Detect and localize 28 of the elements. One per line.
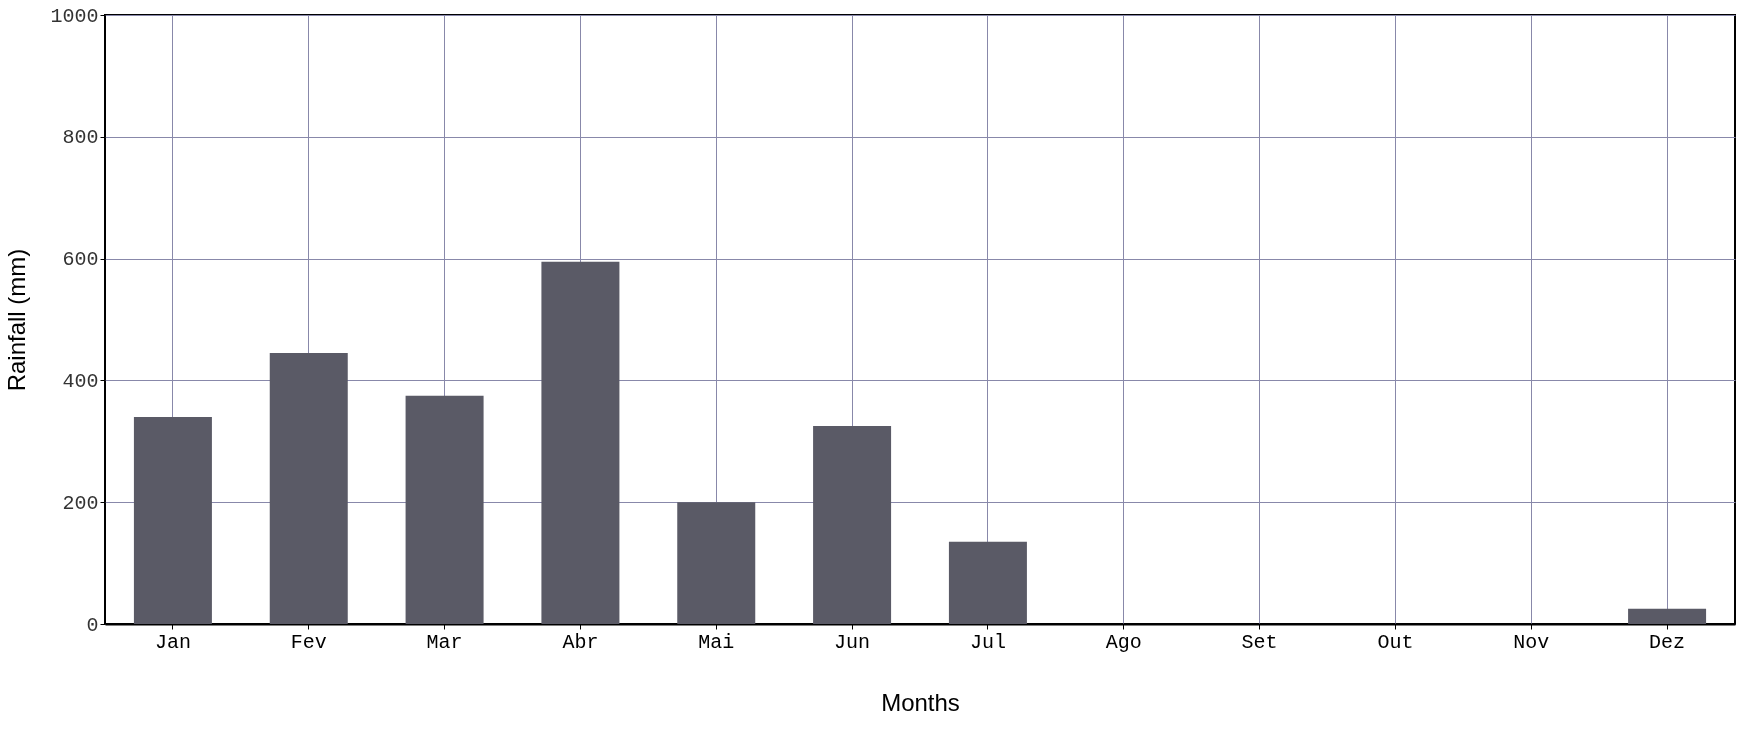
- x-tick-label: Dez: [1649, 630, 1686, 654]
- y-tick-label: 800: [62, 126, 99, 150]
- x-tick-label: Ago: [1105, 630, 1142, 654]
- x-tick-label: Jun: [834, 630, 871, 654]
- bar: [269, 352, 348, 624]
- y-tick-label: 200: [62, 491, 99, 515]
- x-tick-label: Set: [1241, 630, 1278, 654]
- x-tick-label: Mar: [426, 630, 463, 654]
- bar: [133, 416, 212, 624]
- bar: [405, 395, 484, 624]
- bar: [677, 502, 756, 624]
- x-tick-label: Nov: [1513, 630, 1550, 654]
- bar: [948, 541, 1027, 624]
- x-tick-label: Out: [1377, 630, 1414, 654]
- x-tick-label: Fev: [290, 630, 327, 654]
- bar: [541, 261, 620, 624]
- y-tick-label: 600: [62, 248, 99, 272]
- y-tick-label: 1000: [50, 4, 99, 28]
- x-tick-label: Jan: [154, 630, 191, 654]
- y-axis-title: Rainfall (mm): [3, 248, 31, 392]
- bar: [813, 426, 892, 624]
- x-axis-title: Months: [881, 688, 960, 716]
- y-tick-label: 400: [62, 369, 99, 393]
- x-tick-label: Jul: [969, 630, 1006, 654]
- x-tick-label: Abr: [562, 630, 599, 654]
- x-tick-label: Mai: [698, 630, 735, 654]
- y-tick-label: 0: [86, 613, 99, 637]
- bar: [1628, 608, 1707, 624]
